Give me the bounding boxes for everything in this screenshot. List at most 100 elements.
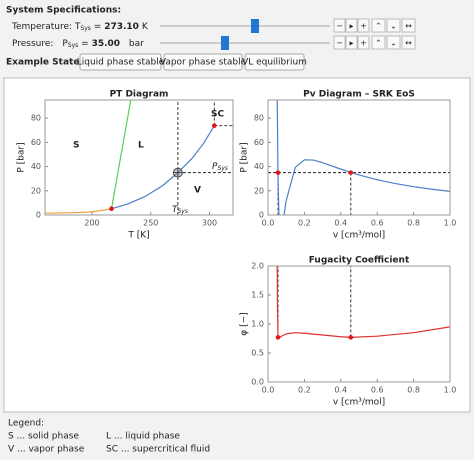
slider-thumb[interactable]	[221, 36, 229, 50]
x-axis-label: v [cm³/mol]	[333, 231, 385, 241]
button[interactable]	[345, 35, 358, 50]
button[interactable]	[371, 35, 386, 50]
button[interactable]	[386, 35, 401, 50]
series-line	[111, 125, 215, 210]
state-label: TSys	[172, 205, 188, 215]
chart-title: PT Diagram	[110, 90, 169, 100]
x-tick-label: 200	[84, 219, 99, 228]
y-tick-label: 20	[254, 186, 264, 195]
svg-text:−: −	[336, 39, 343, 48]
y-tick-label: 60	[254, 138, 264, 147]
legend-item: S ... solid phase	[8, 432, 79, 442]
svg-text:⌃: ⌃	[375, 39, 382, 48]
slider-track	[160, 42, 330, 44]
y-axis-label: P [bar]	[240, 142, 250, 172]
y-tick-label: 2.0	[251, 262, 264, 271]
series-line	[276, 100, 450, 215]
plot-frame	[267, 265, 451, 383]
x-tick-label: 300	[202, 219, 217, 228]
y-tick-label: 0	[259, 211, 264, 220]
point	[109, 206, 114, 212]
y-tick-label: 20	[31, 186, 41, 195]
svg-text:▸: ▸	[349, 39, 353, 48]
svg-text:+: +	[360, 39, 367, 48]
header-title: System Specifications:	[6, 6, 121, 16]
examples-label: Example States:	[6, 58, 88, 68]
x-axis-label: T [K]	[127, 231, 149, 241]
slider-track	[160, 25, 330, 27]
y-tick-label: 40	[31, 162, 41, 171]
y-tick-label: 0.5	[251, 349, 264, 358]
x-tick-label: 0.4	[334, 219, 347, 228]
y-tick-label: 40	[254, 162, 264, 171]
x-tick-label: 0.4	[334, 386, 347, 395]
legend-item: L ... liquid phase	[106, 432, 180, 442]
button[interactable]	[357, 35, 370, 50]
button[interactable]	[357, 18, 370, 33]
plot-panel	[3, 77, 471, 413]
button[interactable]	[401, 35, 416, 50]
plot-frame	[44, 99, 234, 216]
svg-text:⌄: ⌄	[390, 39, 397, 48]
x-tick-label: 0.2	[298, 386, 311, 395]
plot	[268, 100, 450, 215]
region-label: SC	[211, 110, 224, 120]
control-label: Pressure: PSys = 35.00 bar	[12, 39, 144, 49]
x-tick-label: 1.0	[444, 386, 457, 395]
button-label[interactable]: VL equilibrium	[242, 58, 307, 68]
button[interactable]	[333, 18, 346, 33]
region-label: V	[194, 186, 201, 196]
y-tick-label: 80	[31, 114, 41, 123]
button[interactable]	[79, 53, 162, 71]
region-label: S	[73, 141, 79, 151]
button[interactable]	[333, 35, 346, 50]
slider-controls: − ▸ + ⌃ ⌄ ↔ − ▸ + ⌃ ⌄ ↔	[333, 18, 416, 50]
plot-frame	[267, 99, 451, 216]
y-tick-label: 0	[36, 211, 41, 220]
button[interactable]	[401, 18, 416, 33]
svg-text:▸: ▸	[349, 22, 353, 31]
series-line	[45, 208, 112, 214]
legend-item: SC ... supercritical fluid	[106, 445, 210, 455]
svg-text:+: +	[360, 22, 367, 31]
point	[212, 123, 217, 128]
y-axis-label: φ [−]	[240, 312, 250, 335]
x-tick-label: 0.0	[262, 219, 275, 228]
control-label: Temperature: TSys = 273.10 K	[11, 22, 149, 32]
y-tick-label: 1.5	[251, 291, 264, 300]
example-buttons: Liquid phase stable Vapor phase stable V…	[77, 53, 307, 71]
x-tick-label: 0.6	[371, 219, 384, 228]
x-axis-label: v [cm³/mol]	[333, 398, 385, 408]
plot	[45, 100, 233, 215]
x-tick-label: 250	[143, 219, 158, 228]
svg-text:−: −	[336, 22, 343, 31]
x-tick-label: 0.8	[407, 386, 420, 395]
plot	[275, 266, 450, 340]
button-label[interactable]: Liquid phase stable	[77, 58, 165, 68]
button[interactable]	[371, 18, 386, 33]
state-cross	[173, 168, 183, 178]
button[interactable]	[386, 18, 401, 33]
slider-thumb[interactable]	[251, 19, 259, 33]
button[interactable]	[345, 18, 358, 33]
y-tick-label: 1.0	[251, 320, 264, 329]
point	[275, 335, 281, 340]
svg-text:⌃: ⌃	[375, 22, 382, 31]
y-tick-label: 0.0	[251, 378, 264, 387]
button[interactable]	[244, 53, 305, 71]
x-tick-label: 0.0	[262, 386, 275, 395]
svg-text:↔: ↔	[405, 22, 412, 31]
svg-text:↔: ↔	[405, 39, 412, 48]
point	[275, 170, 281, 175]
x-tick-label: 0.6	[371, 386, 384, 395]
point	[348, 335, 354, 340]
y-tick-label: 60	[31, 138, 41, 147]
legend-item: V ... vapor phase	[8, 445, 85, 455]
x-tick-label: 0.2	[298, 219, 311, 228]
region-label: L	[138, 141, 144, 151]
y-axis-label: P [bar]	[17, 142, 27, 172]
legend-title: Legend:	[8, 419, 44, 429]
button[interactable]	[163, 53, 243, 71]
button-label[interactable]: Vapor phase stable	[160, 58, 247, 68]
